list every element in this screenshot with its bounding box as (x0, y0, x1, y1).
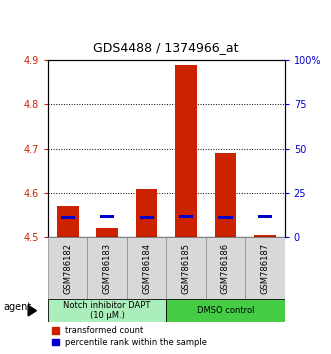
Bar (57, 206, 78, 237)
Bar (214, 153, 236, 237)
Bar (245, 237, 285, 299)
Text: GSM786186: GSM786186 (221, 242, 230, 294)
Bar (166, 237, 206, 299)
Bar (61, 216, 75, 219)
Bar (136, 188, 158, 237)
Bar (48, 237, 87, 299)
Bar (258, 215, 272, 218)
Bar (140, 216, 154, 219)
Text: GSM786185: GSM786185 (181, 242, 191, 294)
Text: GSM786183: GSM786183 (103, 242, 112, 294)
Text: GDS4488 / 1374966_at: GDS4488 / 1374966_at (93, 41, 238, 54)
Bar (218, 216, 233, 219)
Bar (175, 65, 197, 237)
Bar (179, 215, 193, 218)
Text: DMSO control: DMSO control (197, 306, 254, 315)
Bar (48, 299, 166, 322)
Text: GSM786182: GSM786182 (63, 242, 72, 294)
Bar (96, 228, 118, 237)
Text: GSM786184: GSM786184 (142, 242, 151, 294)
Text: agent: agent (3, 302, 31, 312)
Bar (87, 237, 127, 299)
Text: Notch inhibitor DAPT
(10 μM.): Notch inhibitor DAPT (10 μM.) (64, 301, 151, 320)
Bar (100, 215, 114, 218)
Legend: transformed count, percentile rank within the sample: transformed count, percentile rank withi… (52, 326, 208, 347)
Bar (206, 237, 245, 299)
Bar (254, 235, 276, 237)
Bar (127, 237, 166, 299)
Bar (166, 299, 285, 322)
Text: GSM786187: GSM786187 (260, 242, 269, 294)
